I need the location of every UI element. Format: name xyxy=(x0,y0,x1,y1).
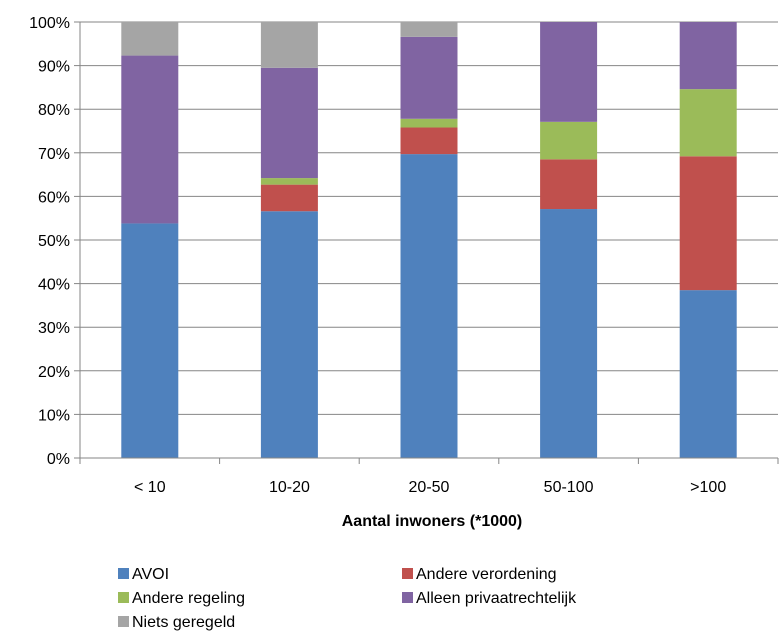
bar-segment xyxy=(679,290,737,458)
legend-label: Andere regeling xyxy=(132,590,245,607)
bar-segment xyxy=(540,22,598,122)
y-tick-labels: 0% 10% 20% 30% 40% 50% 60% 70% 80% 90% 100% xyxy=(29,15,70,468)
legend-swatch xyxy=(402,592,413,603)
legend-label: Alleen privaatrechtelijk xyxy=(416,590,577,607)
y-tick-label: 30% xyxy=(38,320,70,337)
bar-segment xyxy=(540,159,598,210)
y-tick-label: 0% xyxy=(47,451,70,468)
bar-segment xyxy=(540,209,598,458)
x-tick-label: 10-20 xyxy=(269,479,310,496)
legend-label: AVOI xyxy=(132,566,169,583)
legend-label: Niets geregeld xyxy=(132,614,235,631)
bar-segment xyxy=(400,36,458,119)
y-tick-label: 60% xyxy=(38,189,70,206)
x-tick-label: >100 xyxy=(690,479,726,496)
bar-segment xyxy=(400,154,458,458)
legend-swatch xyxy=(118,592,129,603)
bar-segment xyxy=(121,223,179,458)
bar-segment xyxy=(679,22,737,90)
bar-segment xyxy=(260,211,318,458)
x-axis-title: Aantal inwoners (*1000) xyxy=(342,513,523,530)
bar-segment xyxy=(540,121,598,160)
x-tick-label: 50-100 xyxy=(544,479,594,496)
bar-segment xyxy=(121,22,179,56)
bar-segment xyxy=(679,89,737,157)
bar-segment xyxy=(260,67,318,179)
y-tick-label: 10% xyxy=(38,407,70,424)
legend-swatch xyxy=(402,568,413,579)
x-tick-label: < 10 xyxy=(134,479,166,496)
x-tick-labels: < 10 10-20 20-50 50-100 >100 xyxy=(134,479,726,496)
bar-segment xyxy=(400,127,458,155)
legend-label: Andere verordening xyxy=(416,566,557,583)
y-tick-label: 90% xyxy=(38,59,70,76)
y-tick-label: 40% xyxy=(38,277,70,294)
bar-segment xyxy=(260,184,318,212)
bar-segment xyxy=(121,55,179,224)
bars xyxy=(121,22,737,458)
axes xyxy=(74,21,779,464)
y-tick-label: 100% xyxy=(29,15,70,32)
y-tick-label: 50% xyxy=(38,233,70,250)
bar-segment xyxy=(400,22,458,37)
legend-swatch xyxy=(118,568,129,579)
y-tick-label: 80% xyxy=(38,102,70,119)
legend: AVOI Andere verordening Andere regeling All… xyxy=(118,566,577,631)
bar-segment xyxy=(260,22,318,68)
legend-swatch xyxy=(118,616,129,627)
bar-segment xyxy=(400,118,458,128)
bar-segment xyxy=(679,156,737,291)
y-tick-label: 20% xyxy=(38,364,70,381)
bar-segment xyxy=(260,178,318,185)
y-tick-label: 70% xyxy=(38,146,70,163)
x-tick-label: 20-50 xyxy=(409,479,450,496)
